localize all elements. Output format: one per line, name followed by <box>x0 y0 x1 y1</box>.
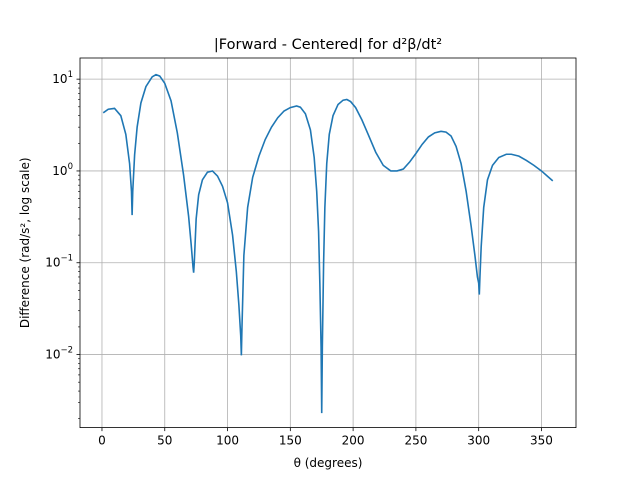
axes-frame <box>79 57 577 429</box>
y-tick-label: 10−1 <box>45 254 73 270</box>
x-axis-label: θ (degrees) <box>294 456 363 470</box>
y-axis-label: Difference (rad/s², log scale) <box>18 157 32 328</box>
series-line <box>102 73 554 414</box>
y-tick-label: 100 <box>52 162 73 178</box>
plot-area <box>102 73 554 414</box>
x-tick-label: 350 <box>530 434 553 448</box>
x-axis-ticks: 0 50 100 150 200 250 300 350 <box>98 427 553 448</box>
y-tick-label: 101 <box>52 70 73 86</box>
x-tick-label: 0 <box>98 434 106 448</box>
x-tick-label: 50 <box>157 434 172 448</box>
x-tick-label: 200 <box>342 434 365 448</box>
x-tick-label: 150 <box>279 434 302 448</box>
chart-title: |Forward - Centered| for d²β/dt² <box>214 37 442 53</box>
x-tick-label: 100 <box>216 434 239 448</box>
x-tick-label: 250 <box>404 434 427 448</box>
y-tick-label: 10−2 <box>45 346 73 362</box>
x-tick-label: 300 <box>467 434 490 448</box>
y-axis-ticks: 10−2 10−1 100 101 <box>45 70 80 420</box>
